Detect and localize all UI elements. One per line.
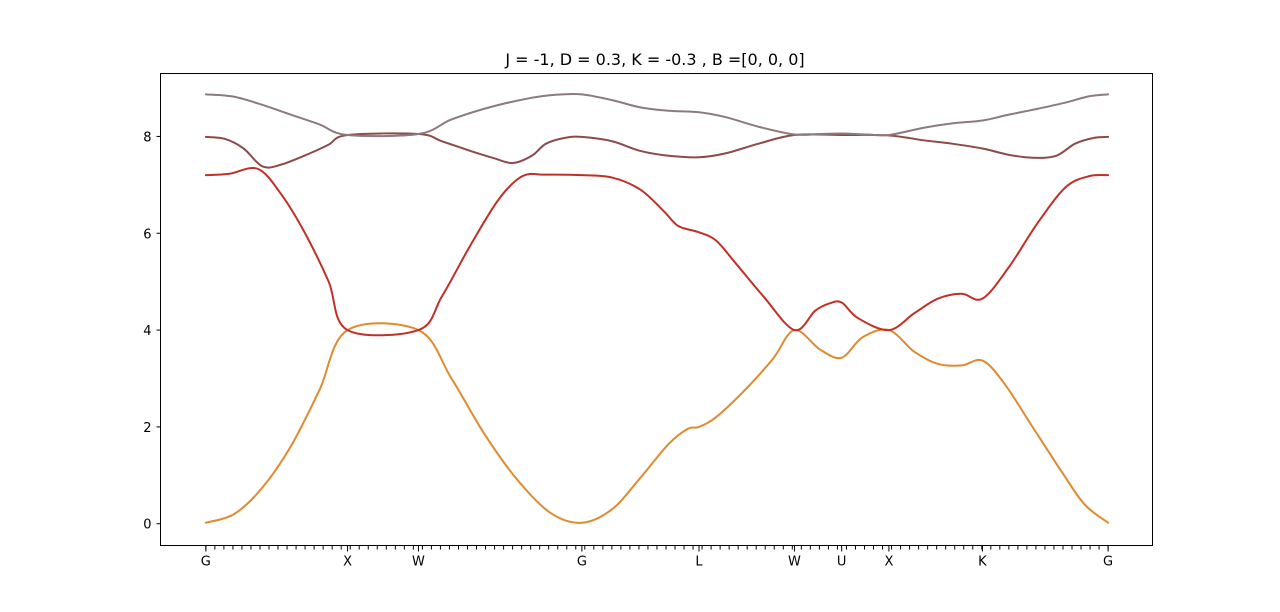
x-tick-label-4: L bbox=[695, 555, 703, 570]
y-tick-label-2: 4 bbox=[143, 324, 151, 339]
x-tick-label-5: W bbox=[788, 555, 801, 570]
band-line-1 bbox=[204, 322, 1110, 524]
x-tick-label-3: G bbox=[577, 555, 587, 570]
x-tick-label-0: G bbox=[201, 555, 211, 570]
y-tick-label-4: 8 bbox=[143, 130, 151, 145]
x-tick-label-7: X bbox=[884, 555, 893, 570]
band-line-4 bbox=[204, 92, 1110, 138]
band-line-3 bbox=[204, 132, 1110, 169]
x-tick-label-8: K bbox=[978, 555, 987, 570]
y-tick-label-0: 0 bbox=[143, 518, 151, 533]
x-tick-label-2: W bbox=[412, 555, 425, 570]
band-line-2 bbox=[204, 167, 1110, 337]
y-axis: 0 2 4 6 8 bbox=[143, 130, 161, 533]
y-tick-label-1: 2 bbox=[143, 421, 151, 436]
plot-frame bbox=[160, 73, 1153, 546]
y-tick-label-3: 6 bbox=[143, 227, 151, 242]
band-lines bbox=[204, 92, 1110, 524]
x-tick-label-1: X bbox=[343, 555, 352, 570]
x-tick-label-6: U bbox=[837, 555, 847, 570]
x-tick-label-9: G bbox=[1103, 555, 1113, 570]
chart-title: J = -1, D = 0.3, K = -0.3 , B =[0, 0, 0] bbox=[504, 50, 804, 69]
